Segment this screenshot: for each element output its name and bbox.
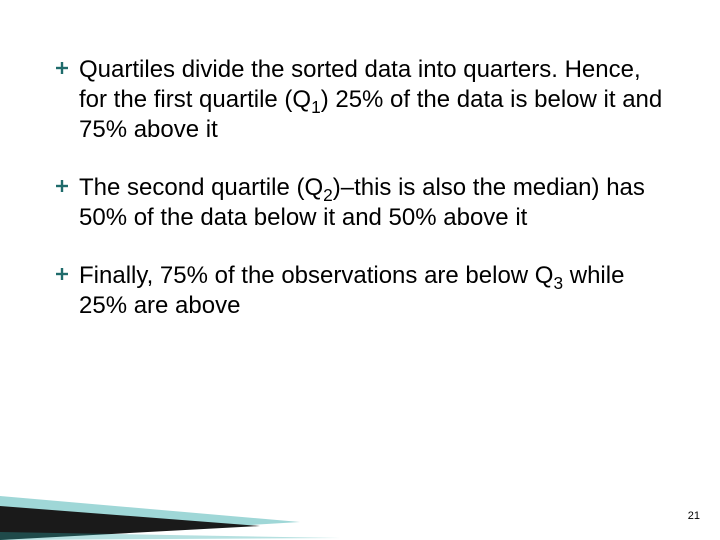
decorative-wedge	[0, 460, 360, 540]
subscript: 1	[311, 97, 321, 117]
bullet-text: The second quartile (Q2)–this is also th…	[79, 173, 675, 233]
subscript: 2	[323, 185, 333, 205]
list-item: The second quartile (Q2)–this is also th…	[55, 173, 675, 233]
bullet-icon	[55, 179, 69, 198]
page-number: 21	[688, 510, 700, 522]
bullet-pre: The second quartile (Q	[79, 174, 323, 201]
bullet-text: Quartiles divide the sorted data into qu…	[79, 55, 675, 145]
bullet-icon	[55, 267, 69, 286]
bullet-list: Quartiles divide the sorted data into qu…	[55, 55, 675, 321]
list-item: Quartiles divide the sorted data into qu…	[55, 55, 675, 145]
subscript: 3	[553, 273, 563, 293]
bullet-icon	[55, 61, 69, 80]
bullet-pre: Finally, 75% of the observations are bel…	[79, 262, 553, 289]
slide: Quartiles divide the sorted data into qu…	[0, 0, 720, 540]
list-item: Finally, 75% of the observations are bel…	[55, 261, 675, 321]
bullet-text: Finally, 75% of the observations are bel…	[79, 261, 675, 321]
